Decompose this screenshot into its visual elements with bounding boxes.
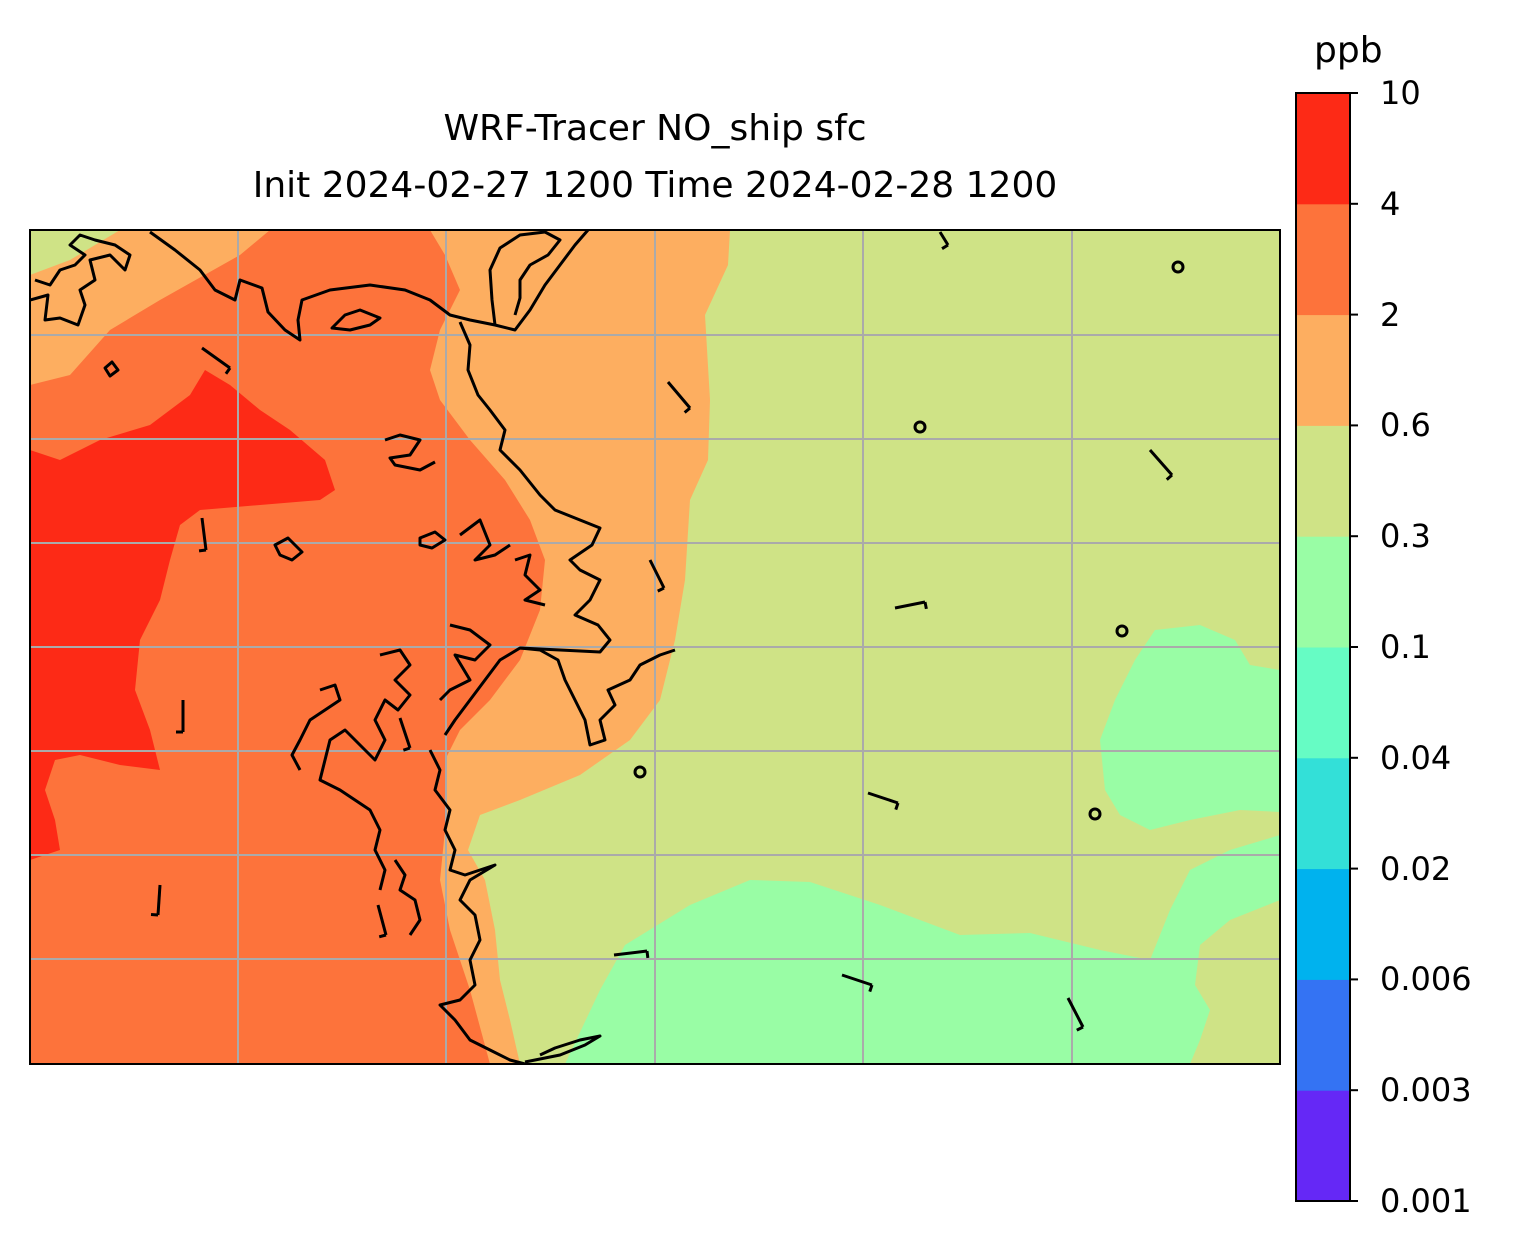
- coastline-south-3: [428, 749, 526, 1064]
- wind-barb: [841, 973, 873, 987]
- colorbar-segment: [1296, 647, 1350, 759]
- wind-barb: [613, 949, 648, 957]
- wind-barb-flag: [1165, 473, 1173, 481]
- wind-barb: [666, 381, 692, 409]
- coastline-south-4: [393, 859, 422, 936]
- calm-wind-circle: [913, 420, 927, 434]
- map-frame: [29, 229, 1281, 1065]
- colorbar-segment: [1296, 203, 1350, 316]
- coastline-fjord-1: [384, 433, 436, 472]
- wind-barb: [201, 346, 231, 370]
- map-subtitle: Init 2024-02-27 1200 Time 2024-02-28 120…: [252, 165, 1058, 206]
- calm-wind-markers: [633, 260, 1185, 821]
- coastline-island-4: [418, 530, 447, 550]
- wind-barb: [376, 904, 388, 936]
- wind-barb: [1148, 449, 1174, 476]
- colorbar-unit-label: ppb: [1314, 30, 1383, 71]
- colorbar-tick-label: 4: [1380, 184, 1401, 223]
- coastline-inlet-2: [443, 321, 612, 736]
- colorbar-segment: [1296, 536, 1350, 648]
- colorbar-tick-label: 0.003: [1380, 1071, 1472, 1110]
- calm-wind-circle: [633, 765, 647, 779]
- coastline-fjord-2: [459, 518, 511, 562]
- wind-barb: [1066, 997, 1085, 1028]
- map-area: [30, 230, 1280, 1064]
- coastline-north: [149, 230, 590, 342]
- wind-barb-flag: [224, 367, 232, 375]
- colorbar-segment: [1296, 425, 1350, 537]
- wind-barb-flag: [645, 950, 650, 959]
- wind-barb-flag: [923, 601, 928, 610]
- colorbar-segment: [1296, 93, 1350, 205]
- colorbar-tick-label: 0.006: [1380, 960, 1472, 999]
- contour-region-0.1-0.3-east: [1100, 625, 1280, 830]
- wind-barb-flag: [198, 548, 207, 553]
- colorbar-segment: [1296, 868, 1350, 980]
- calm-wind-circle: [1088, 807, 1102, 821]
- coastline-island-3: [273, 536, 304, 562]
- wind-barb-flag: [402, 746, 411, 752]
- coastline-south-1: [318, 648, 412, 891]
- coastline-fjord-3: [514, 553, 546, 607]
- map-title: WRF-Tracer NO_ship sfc: [443, 108, 867, 149]
- wind-barb: [938, 231, 950, 246]
- wind-barb-flag: [657, 586, 665, 593]
- colorbar-tick-label: 0.6: [1380, 406, 1431, 445]
- colorbar-tick-label: 10: [1380, 74, 1421, 112]
- wind-barb: [894, 600, 926, 610]
- coastline-island-1: [330, 308, 382, 332]
- colorbar-tick-label: 0.3: [1380, 517, 1431, 556]
- wind-barb-flag: [1076, 1025, 1084, 1032]
- contour-region-0.3-0.6-southeast: [1190, 900, 1280, 1064]
- wind-barb: [156, 884, 162, 916]
- wind-barb-flag: [683, 406, 691, 414]
- colorbar-segment: [1296, 314, 1350, 426]
- wind-barb: [648, 559, 666, 589]
- wind-barb-flag: [894, 802, 900, 811]
- colorbar: [1295, 92, 1358, 1202]
- wind-barb: [200, 517, 208, 551]
- contour-region-4-10: [30, 370, 335, 860]
- colorbar-segment: [1296, 757, 1350, 870]
- colorbar-tick-label: 2: [1380, 295, 1401, 334]
- wind-barb: [398, 717, 412, 749]
- wind-barb-flag: [941, 243, 949, 250]
- coastline-south-tip: [524, 1034, 602, 1064]
- colorbar-segment: [1296, 979, 1350, 1091]
- colorbar-tick-label: 0.04: [1380, 738, 1452, 777]
- wind-barb-flag: [378, 933, 387, 939]
- colorbar-segment: [1296, 1090, 1350, 1202]
- colorbar-tick-label: 0.001: [1380, 1182, 1472, 1220]
- calm-wind-circle: [1171, 260, 1185, 274]
- coastline-west-islands: [30, 233, 132, 327]
- calm-wind-circle: [1115, 624, 1129, 638]
- contour-region-0.1-0.3: [565, 835, 1280, 1064]
- coastline: [30, 230, 676, 1064]
- coastline-island-2: [103, 360, 120, 378]
- colorbar-tick-label: 0.02: [1380, 849, 1452, 888]
- wind-barb: [867, 791, 899, 805]
- coastline-fjord-4: [438, 623, 492, 702]
- wind-barbs: [150, 231, 1174, 1032]
- coastline-south-2: [290, 683, 342, 771]
- wind-barb-flag: [868, 984, 874, 993]
- colorbar-tick-label: 0.1: [1380, 628, 1431, 666]
- gridlines: [30, 230, 1280, 1064]
- coastline-inlet-1: [488, 230, 562, 326]
- coastline-bay: [519, 646, 676, 747]
